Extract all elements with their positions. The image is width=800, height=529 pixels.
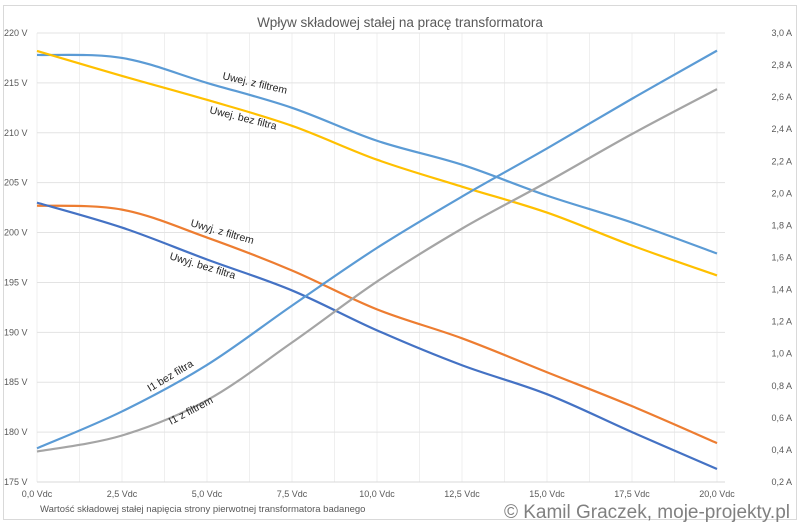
y2-tick-label: 1,2 A xyxy=(771,317,792,327)
y2-tick-label: 0,8 A xyxy=(771,381,792,391)
series-line-uwyj-z-filtrem xyxy=(36,204,718,445)
y2-tick-label: 3,0 A xyxy=(771,28,792,38)
x-tick-label: 10,0 Vdc xyxy=(359,489,395,499)
y2-tick-label: 2,2 A xyxy=(771,156,792,166)
y-tick-label: 195 V xyxy=(4,277,28,287)
y2-tick-label: 1,6 A xyxy=(771,253,792,263)
x-tick-label: 15,0 Vdc xyxy=(529,489,565,499)
series-line-uwyj-bez-filtra xyxy=(36,201,718,471)
y2-tick-label: 2,4 A xyxy=(771,124,792,134)
x-axis-title: Wartość składowej stałej napięcia strony… xyxy=(40,504,365,515)
series-line-i1-z-filtrem xyxy=(36,88,718,453)
chart-area xyxy=(3,5,797,520)
x-tick-label: 17,5 Vdc xyxy=(614,489,650,499)
x-tick-label: 20,0 Vdc xyxy=(699,489,735,499)
y-tick-label: 185 V xyxy=(4,377,28,387)
y-tick-label: 190 V xyxy=(4,327,28,337)
y-tick-label: 180 V xyxy=(4,427,28,437)
series-line-i1-bez-filtra xyxy=(36,49,718,450)
y2-tick-label: 2,6 A xyxy=(771,92,792,102)
y2-tick-label: 1,8 A xyxy=(771,220,792,230)
y2-tick-label: 0,6 A xyxy=(771,413,792,423)
y-axis-right: 0,2 A 0,4 A 0,6 A 0,8 A 1,0 A 1,2 A 1,4 A 1,6 A… xyxy=(771,28,792,487)
x-tick-label: 0,0 Vdc xyxy=(22,489,53,499)
x-tick-label: 2,5 Vdc xyxy=(107,489,138,499)
series-line-uwej-bez-filtra xyxy=(36,49,718,277)
y2-tick-label: 1,0 A xyxy=(771,349,792,359)
x-axis: 0,0 Vdc 2,5 Vdc 5,0 Vdc 7,5 Vdc 10,0 Vdc 12,5… xyxy=(22,489,736,499)
y2-tick-label: 2,0 A xyxy=(771,188,792,198)
x-tick-label: 7,5 Vdc xyxy=(277,489,308,499)
series-lines xyxy=(36,49,718,471)
y-axis-left: 175 V 180 V 185 V 190 V 195 V 200 V 205 V 210 V… xyxy=(4,28,28,487)
y-tick-label: 215 V xyxy=(4,78,28,88)
chart-title: Wpływ składowej stałej na pracę transfor… xyxy=(257,15,543,30)
watermark: © Kamil Graczek, moje-projekty.pl xyxy=(504,502,790,523)
y2-tick-label: 0,2 A xyxy=(771,477,792,487)
y-tick-label: 220 V xyxy=(4,28,28,38)
y-tick-label: 175 V xyxy=(4,477,28,487)
x-tick-label: 12,5 Vdc xyxy=(444,489,480,499)
series-line-uwej-z-filtrem xyxy=(36,53,718,255)
y2-tick-label: 0,4 A xyxy=(771,445,792,455)
y2-tick-label: 1,4 A xyxy=(771,285,792,295)
y-tick-label: 210 V xyxy=(4,128,28,138)
x-tick-label: 5,0 Vdc xyxy=(192,489,223,499)
gridlines xyxy=(36,32,725,483)
y-tick-label: 205 V xyxy=(4,178,28,188)
y2-tick-label: 2,8 A xyxy=(771,60,792,70)
y-tick-label: 200 V xyxy=(4,228,28,238)
